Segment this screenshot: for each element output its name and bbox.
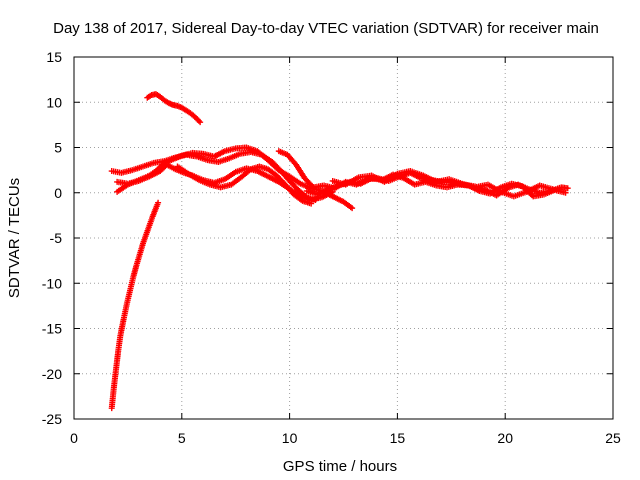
data-point [155, 199, 162, 206]
series-high-arc [144, 91, 204, 126]
x-tick-label: 20 [497, 430, 513, 446]
data-point [197, 119, 204, 126]
series-arc-g [329, 168, 556, 200]
x-tick-label: 10 [282, 430, 298, 446]
y-tick-label: 15 [46, 49, 62, 65]
y-axis-label: SDTVAR / TECUs [6, 178, 23, 298]
data-point [564, 185, 571, 192]
data-point [308, 200, 315, 207]
y-tick-label: -5 [50, 230, 63, 246]
x-tick-label: 15 [390, 430, 406, 446]
data-points [108, 91, 571, 412]
chart-title: Day 138 of 2017, Sidereal Day-to-day VTE… [53, 20, 599, 37]
y-tick-label: -15 [42, 321, 62, 337]
x-tick-label: 25 [605, 430, 621, 446]
y-tick-label: -20 [42, 366, 62, 382]
data-point [349, 205, 356, 212]
x-tick-label: 0 [70, 430, 78, 446]
x-axis-label: GPS time / hours [283, 458, 397, 475]
data-point [549, 186, 556, 193]
series-arc-b [114, 144, 356, 212]
y-tick-label: -10 [42, 275, 62, 291]
series-arc-d [174, 163, 315, 207]
series-rising-arc [108, 199, 162, 412]
y-tick-label: 10 [46, 94, 62, 110]
data-point [562, 189, 569, 196]
y-tick-label: 5 [54, 140, 62, 156]
axis-ticks: 0 5 10 15 20 25 -25 -20 -15 -10 -5 0 5 10 15 [42, 49, 621, 446]
x-tick-label: 5 [178, 430, 186, 446]
grid-lines [74, 57, 613, 419]
y-tick-label: -25 [42, 411, 62, 427]
y-tick-label: 0 [54, 185, 62, 201]
